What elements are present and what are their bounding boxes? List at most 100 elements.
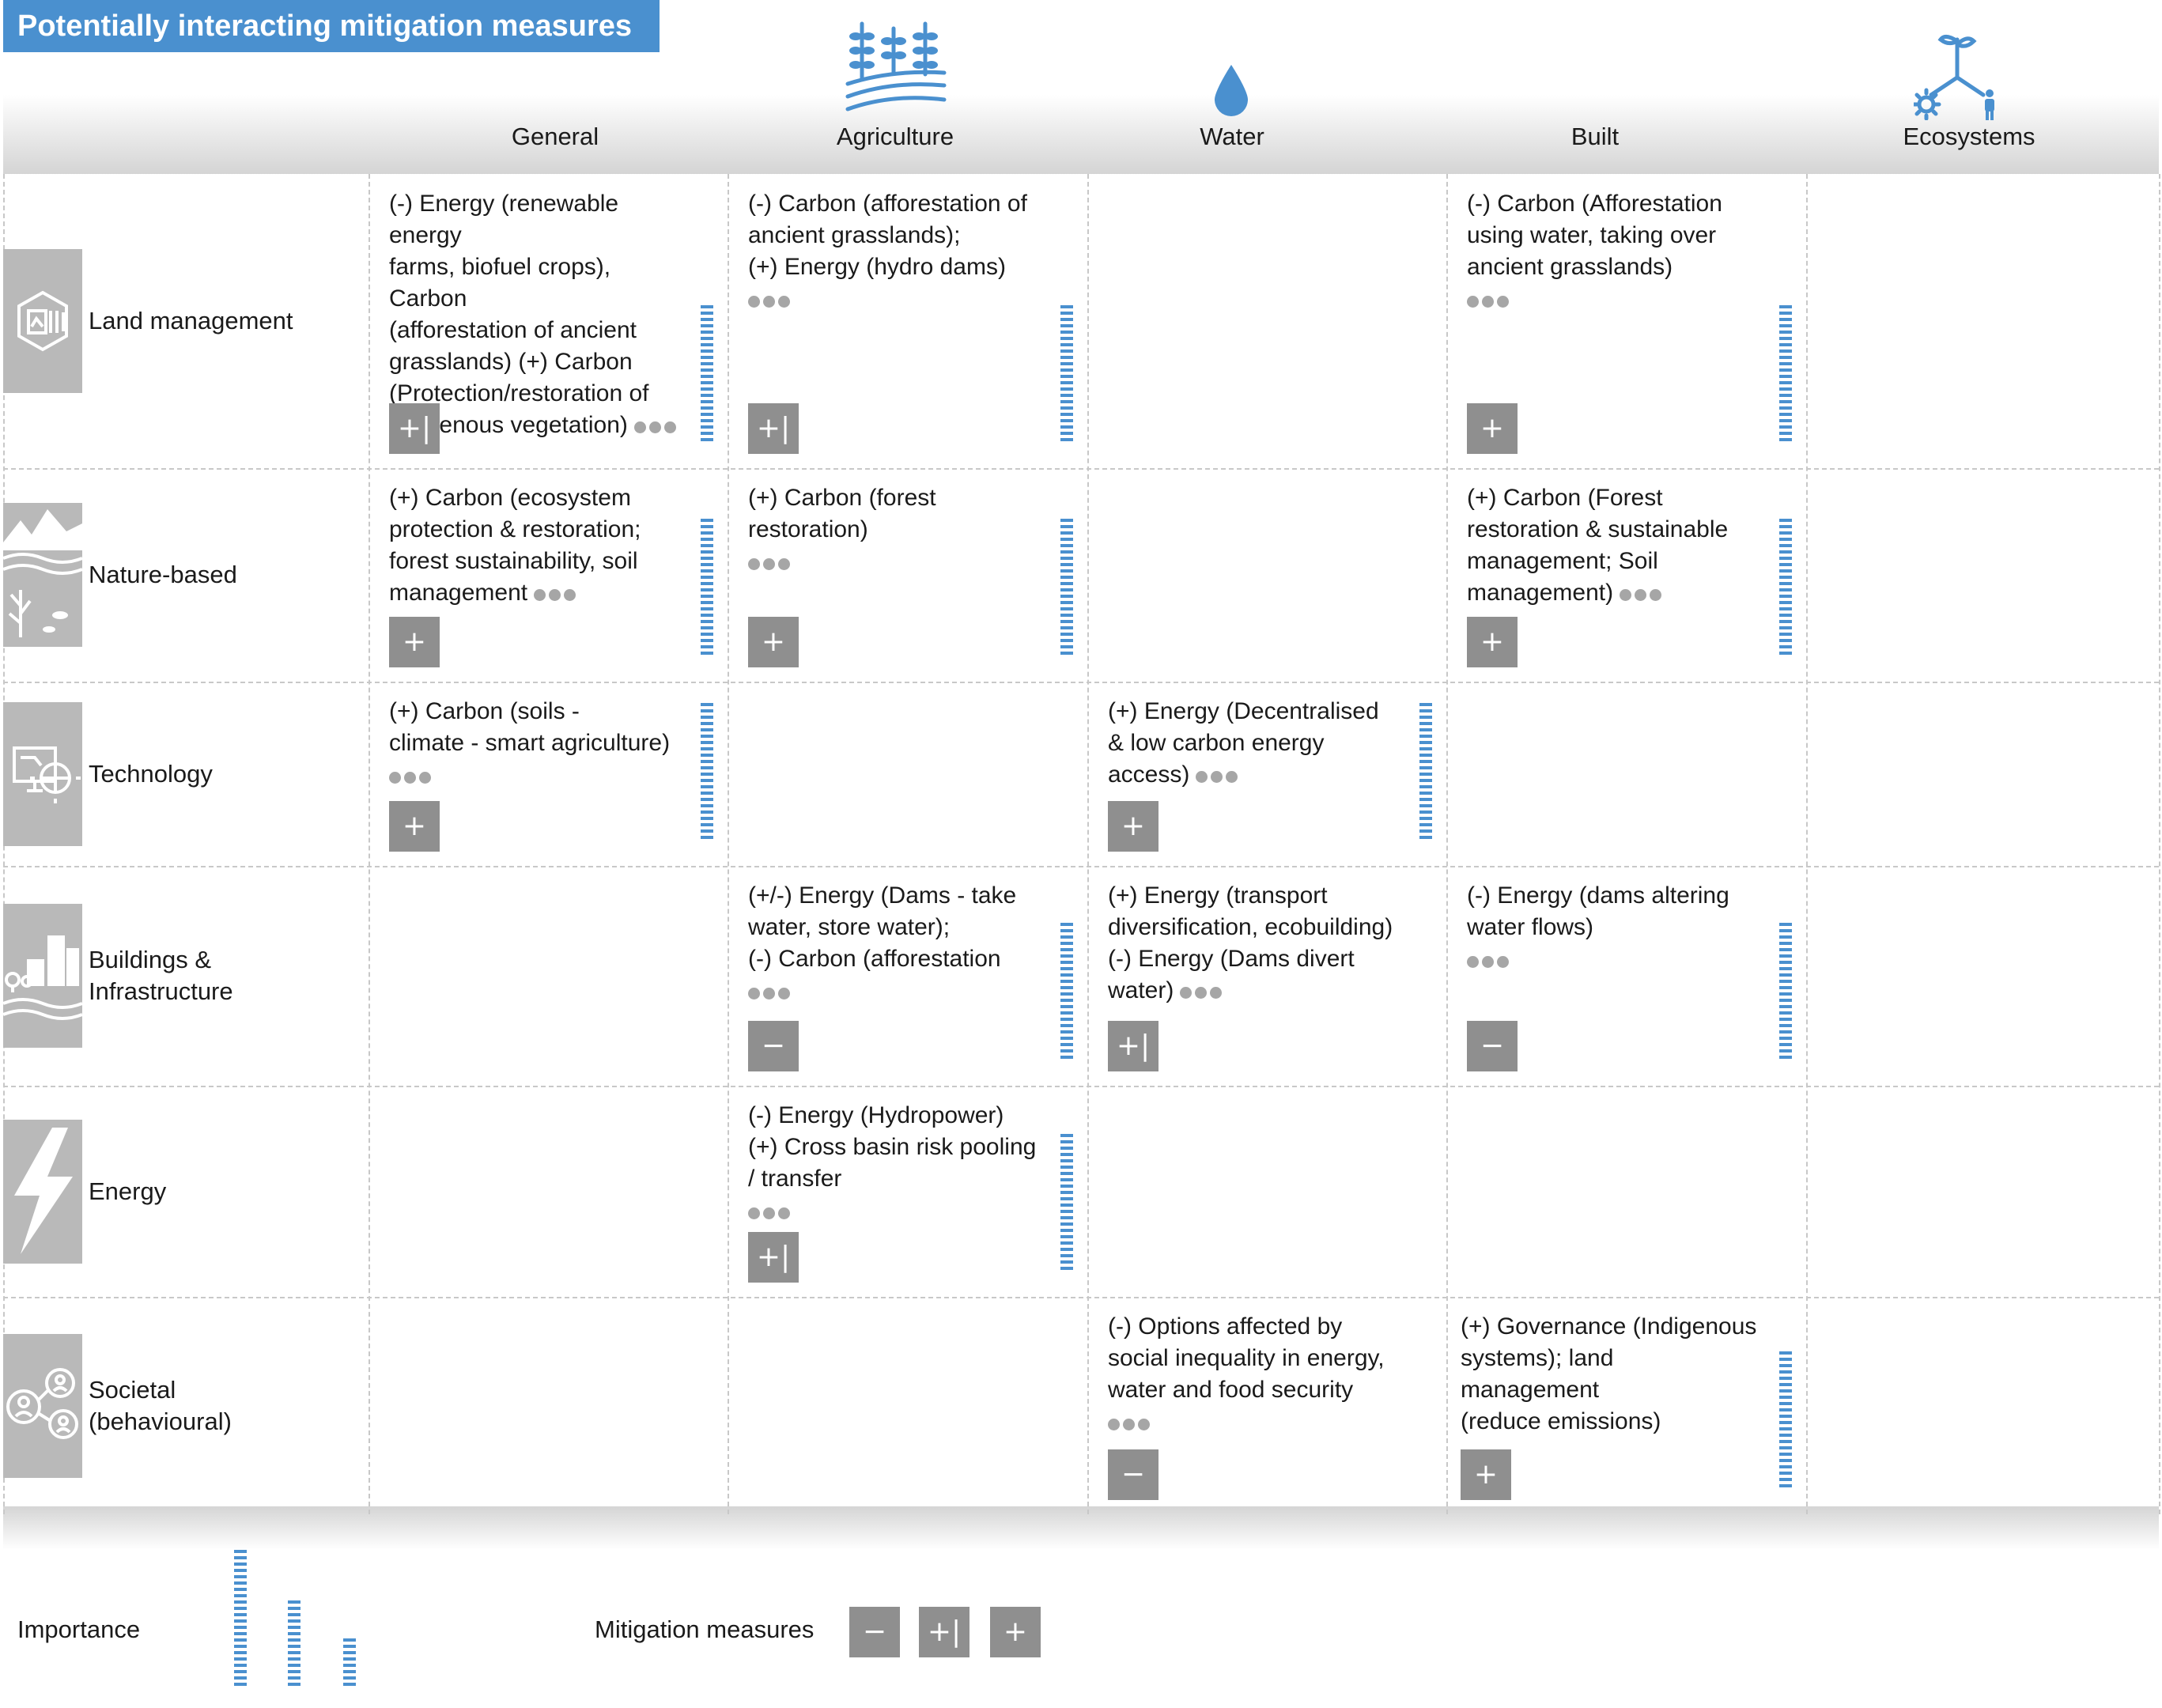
importance-bar bbox=[1060, 519, 1073, 658]
ecosystems-icon bbox=[1914, 35, 1994, 120]
column-divider bbox=[1806, 174, 1808, 1514]
cell-text-content: (+) Energy (transport diversification, e… bbox=[1108, 882, 1393, 1003]
importance-bar bbox=[1779, 1351, 1792, 1491]
importance-bar bbox=[1419, 703, 1432, 842]
column-header-general: General bbox=[511, 123, 599, 150]
column-divider bbox=[1446, 174, 1448, 1514]
importance-bar bbox=[1060, 923, 1073, 1062]
technology-icon bbox=[3, 701, 82, 846]
confidence-dot bbox=[763, 988, 775, 999]
confidence-dot bbox=[1195, 987, 1208, 999]
importance-bar bbox=[1060, 305, 1073, 444]
cell-text: (-) Energy (dams altering water flows) bbox=[1467, 880, 1763, 977]
confidence-dot bbox=[1138, 1419, 1150, 1430]
confidence-dot bbox=[748, 988, 760, 999]
confidence-dots bbox=[748, 547, 1045, 579]
legend-importance-high bbox=[234, 1550, 247, 1689]
cell-text: (-) Energy (Hydropower) (+) Cross basin … bbox=[748, 1100, 1045, 1228]
column-divider bbox=[728, 174, 729, 1514]
confidence-dots bbox=[633, 410, 679, 442]
row-label: Land management bbox=[89, 307, 293, 334]
cell-text-content: (+) Carbon (ecosystem protection & resto… bbox=[389, 485, 641, 606]
confidence-dot bbox=[778, 296, 790, 308]
land-management-icon bbox=[3, 249, 82, 393]
cell-text: (-) Carbon (Afforestation using water, t… bbox=[1467, 188, 1763, 316]
column-divider bbox=[2159, 174, 2160, 1514]
cell-text-content: (+) Carbon (soils - climate - smart agri… bbox=[389, 698, 671, 756]
importance-bar bbox=[1779, 305, 1792, 444]
confidence-dot bbox=[763, 1207, 775, 1219]
buildings-icon bbox=[2, 904, 83, 1048]
header-band bbox=[3, 95, 2159, 174]
column-header-water: Water bbox=[1200, 123, 1264, 150]
cell-text-content: (-) Options affected by social inequalit… bbox=[1108, 1313, 1385, 1403]
confidence-dot bbox=[1650, 589, 1662, 602]
measure-positive-badge: + bbox=[1461, 1449, 1511, 1500]
bottom-band bbox=[3, 1506, 2159, 1550]
cell-text-content: (-) Carbon (afforestation of ancient gra… bbox=[748, 191, 1027, 280]
confidence-dot bbox=[1108, 1419, 1120, 1430]
confidence-dot bbox=[1196, 771, 1208, 784]
confidence-dot bbox=[663, 421, 676, 434]
importance-bar bbox=[701, 519, 713, 658]
legend-importance-label: Importance bbox=[17, 1615, 141, 1643]
cell-text-content: (+) Carbon (forest restoration) bbox=[748, 485, 936, 542]
confidence-dot bbox=[549, 589, 561, 602]
cell-text: (+) Carbon (soils - climate - smart agri… bbox=[389, 696, 685, 792]
cell-text-content: (-) Carbon (Afforestation using water, t… bbox=[1467, 191, 1722, 280]
confidence-dot bbox=[748, 558, 760, 570]
measure-negative-badge: − bbox=[1108, 1449, 1158, 1500]
row-label: Technology bbox=[89, 759, 213, 788]
confidence-dot bbox=[1210, 987, 1223, 999]
confidence-dot bbox=[778, 988, 790, 999]
column-header-agriculture: Agriculture bbox=[836, 123, 954, 150]
cell-text: (+) Energy (Decentralised & low carbon e… bbox=[1108, 696, 1404, 792]
row-label: Societal (behavioural) bbox=[89, 1375, 232, 1435]
confidence-dots bbox=[748, 285, 1045, 316]
confidence-dots bbox=[1467, 945, 1763, 977]
importance-bar bbox=[701, 703, 713, 842]
row-divider bbox=[3, 1297, 2159, 1298]
column-divider bbox=[1087, 174, 1089, 1514]
cell-text: (+) Carbon (ecosystem protection & resto… bbox=[389, 482, 685, 610]
measure-positive-badge: + bbox=[1467, 617, 1518, 667]
confidence-dots bbox=[1467, 285, 1763, 316]
measure-positive-badge: + bbox=[1467, 403, 1518, 454]
measure-positive-badge: + bbox=[748, 617, 799, 667]
cell-text-content: (-) Energy (renewable energy farms, biof… bbox=[389, 191, 649, 438]
cell-text-content: (+) Governance (Indigenous systems); lan… bbox=[1461, 1313, 1757, 1434]
confidence-dot bbox=[1467, 956, 1479, 968]
column-header-ecosystems: Ecosystems bbox=[1903, 123, 2035, 150]
cell-text: (+) Governance (Indigenous systems); lan… bbox=[1461, 1311, 1757, 1471]
cell-text: (+) Energy (transport diversification, e… bbox=[1108, 880, 1404, 1007]
column-divider bbox=[369, 174, 370, 1514]
confidence-dot bbox=[1482, 296, 1494, 308]
row-label: Nature-based bbox=[89, 561, 237, 588]
confidence-dot bbox=[1635, 589, 1647, 602]
confidence-dot bbox=[1497, 296, 1509, 308]
cell-text: (-) Energy (renewable energy farms, biof… bbox=[389, 188, 685, 442]
confidence-dots bbox=[534, 578, 579, 610]
column-header-built: Built bbox=[1570, 123, 1620, 150]
row-label: Buildings & Infrastructure bbox=[89, 946, 233, 1005]
confidence-dot bbox=[1467, 296, 1479, 308]
measure-positive-badge: + bbox=[389, 617, 440, 667]
cell-text-content: (+) Energy (Decentralised & low carbon e… bbox=[1108, 698, 1379, 788]
row-label: Energy bbox=[89, 1177, 167, 1205]
confidence-dot bbox=[389, 772, 401, 784]
legend-importance-low bbox=[343, 1638, 356, 1689]
confidence-dot bbox=[1226, 771, 1238, 784]
measure-positive-badge: + bbox=[1108, 801, 1158, 852]
importance-bar bbox=[1779, 519, 1792, 658]
confidence-dots bbox=[389, 761, 685, 792]
cell-text: (+/-) Energy (Dams - take water, store w… bbox=[748, 880, 1045, 1008]
confidence-dot bbox=[534, 589, 546, 602]
row-divider bbox=[3, 1086, 2159, 1087]
importance-bar bbox=[701, 305, 713, 444]
nature-based-icon bbox=[2, 503, 83, 647]
cell-text-content: (+/-) Energy (Dams - take water, store w… bbox=[748, 882, 1017, 972]
confidence-dot bbox=[404, 772, 416, 784]
confidence-dots bbox=[1180, 976, 1225, 1007]
confidence-dot bbox=[648, 421, 661, 434]
